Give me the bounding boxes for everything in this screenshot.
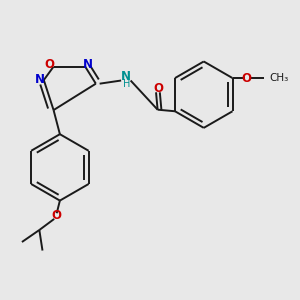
Text: H: H bbox=[123, 79, 130, 89]
Text: N: N bbox=[121, 70, 131, 83]
Text: O: O bbox=[45, 58, 55, 70]
Text: N: N bbox=[35, 73, 45, 86]
Text: CH₃: CH₃ bbox=[269, 73, 289, 83]
Text: O: O bbox=[242, 72, 252, 85]
Text: O: O bbox=[52, 209, 62, 222]
Text: O: O bbox=[153, 82, 163, 95]
Text: N: N bbox=[83, 58, 93, 70]
